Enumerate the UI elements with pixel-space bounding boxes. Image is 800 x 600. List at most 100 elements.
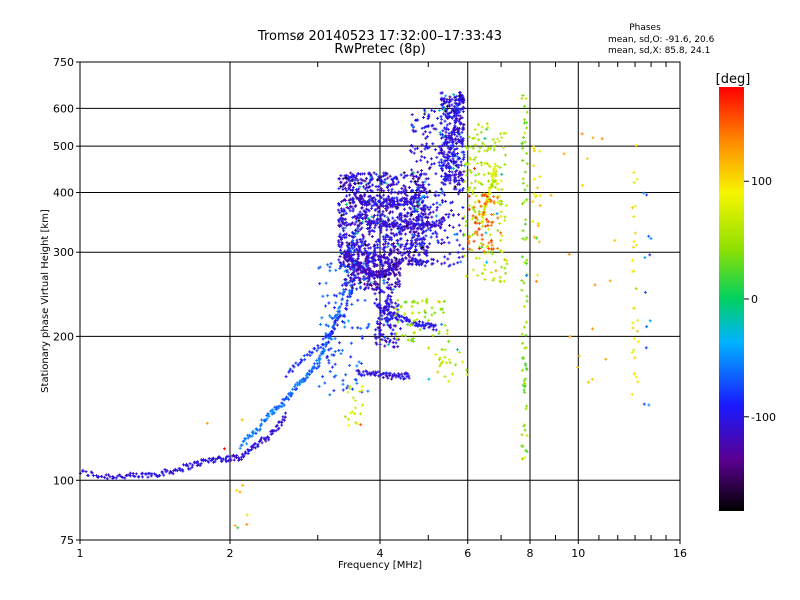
data-point xyxy=(459,121,463,125)
data-point xyxy=(347,183,351,187)
data-point xyxy=(458,350,462,354)
y-tick-label: 400 xyxy=(53,186,74,199)
data-point xyxy=(387,196,391,200)
data-point xyxy=(306,375,310,379)
data-point xyxy=(473,186,477,190)
data-point xyxy=(353,179,357,183)
data-point xyxy=(468,145,472,149)
data-point xyxy=(351,196,355,200)
data-point xyxy=(405,224,409,228)
data-point xyxy=(642,402,646,406)
data-point xyxy=(593,283,597,287)
data-point xyxy=(394,324,398,328)
data-point xyxy=(374,172,378,176)
data-point xyxy=(338,211,342,215)
data-point xyxy=(577,354,581,358)
data-point xyxy=(384,299,388,303)
data-point xyxy=(524,384,528,388)
data-point xyxy=(440,242,444,246)
data-point xyxy=(370,234,374,238)
data-point xyxy=(340,209,344,213)
data-point xyxy=(123,476,127,480)
data-point xyxy=(446,100,450,104)
data-point xyxy=(483,205,487,209)
data-point xyxy=(356,260,360,264)
data-point xyxy=(422,325,426,329)
data-point xyxy=(398,315,402,319)
data-point xyxy=(645,193,649,197)
data-point xyxy=(256,442,260,446)
data-point xyxy=(365,226,369,230)
data-point xyxy=(345,205,349,209)
data-point xyxy=(347,292,351,296)
data-point xyxy=(241,483,245,487)
data-point xyxy=(394,281,398,285)
data-point xyxy=(483,137,487,141)
data-point xyxy=(473,231,477,235)
data-point xyxy=(186,464,190,468)
data-point xyxy=(484,192,488,196)
data-point xyxy=(360,226,364,230)
data-point xyxy=(487,179,491,183)
data-point xyxy=(357,197,361,201)
data-point xyxy=(400,253,404,257)
data-point xyxy=(383,344,387,348)
data-point xyxy=(235,488,239,492)
data-point xyxy=(329,262,333,266)
data-point xyxy=(329,346,333,350)
data-point xyxy=(275,423,279,427)
data-point xyxy=(369,373,373,377)
data-point xyxy=(457,139,461,143)
data-point xyxy=(462,155,466,159)
data-point xyxy=(523,170,527,174)
data-point xyxy=(106,473,110,477)
data-point xyxy=(447,150,451,154)
data-point xyxy=(363,212,367,216)
data-point xyxy=(521,177,525,181)
data-point xyxy=(371,254,375,258)
data-point xyxy=(382,193,386,197)
data-point xyxy=(466,190,470,194)
data-point xyxy=(318,354,322,358)
data-point xyxy=(465,373,469,377)
data-point xyxy=(464,219,468,223)
data-point xyxy=(351,271,355,275)
data-point xyxy=(562,152,566,156)
data-point xyxy=(451,372,455,376)
data-point xyxy=(254,431,258,435)
data-point xyxy=(405,375,409,379)
data-point xyxy=(525,274,529,278)
data-point xyxy=(363,259,367,263)
data-point xyxy=(217,455,221,459)
x-tick-label: 16 xyxy=(673,547,687,560)
data-point xyxy=(524,407,528,411)
data-point xyxy=(342,213,346,217)
data-point xyxy=(453,180,457,184)
data-point xyxy=(421,183,425,187)
data-point xyxy=(360,335,364,339)
data-point xyxy=(91,474,95,478)
data-point xyxy=(368,218,372,222)
data-point xyxy=(500,250,504,254)
data-point xyxy=(472,205,476,209)
data-point xyxy=(251,429,255,433)
data-point xyxy=(461,105,465,109)
data-point xyxy=(229,458,233,462)
data-point xyxy=(233,455,237,459)
data-point xyxy=(355,287,359,291)
data-point xyxy=(381,375,385,379)
data-point xyxy=(463,180,467,184)
data-point xyxy=(196,460,200,464)
data-point xyxy=(351,387,355,391)
y-tick-label: 600 xyxy=(53,102,74,115)
data-point xyxy=(455,147,459,151)
data-point xyxy=(448,181,452,185)
data-point xyxy=(417,311,421,315)
data-point xyxy=(499,231,503,235)
data-point xyxy=(377,316,381,320)
y-tick-label: 100 xyxy=(53,474,74,487)
data-point xyxy=(383,249,387,253)
data-point xyxy=(360,373,364,377)
data-point xyxy=(520,332,524,336)
data-point xyxy=(348,179,352,183)
